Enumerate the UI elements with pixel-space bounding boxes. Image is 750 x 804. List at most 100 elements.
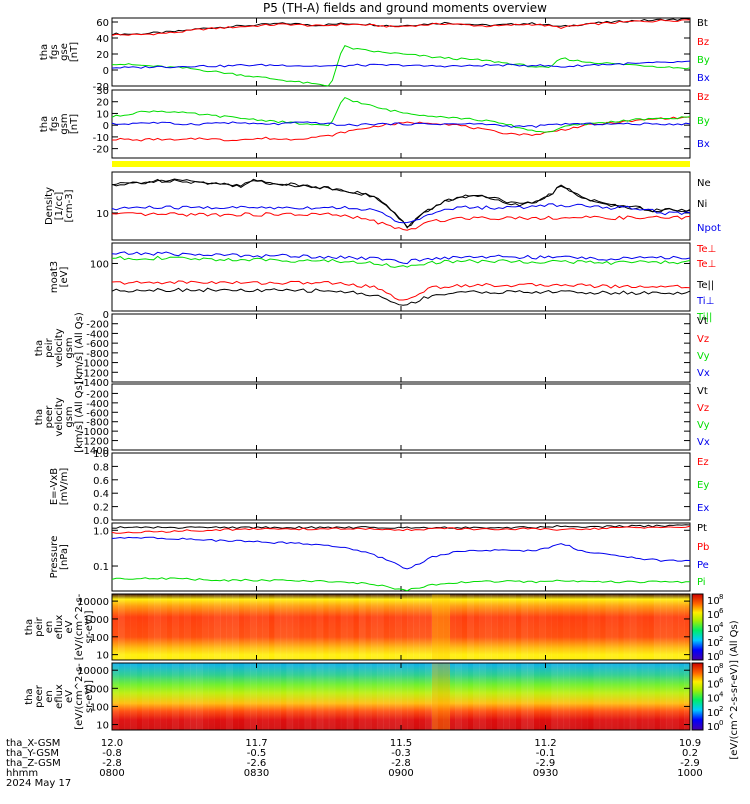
y-tick-label: 10 <box>96 721 109 732</box>
colorbar-tick-exponent: 0 <box>719 719 723 727</box>
heatmap-column <box>497 663 504 730</box>
y-tick-label: 0.8 <box>93 462 109 473</box>
y-axis-label: [eV/(cm^2-s- <box>74 663 85 730</box>
heatmap-column <box>683 663 691 730</box>
heatmap-column <box>671 594 679 660</box>
heatmap-column <box>292 594 300 660</box>
heatmap-column <box>431 663 438 730</box>
heatmap-column <box>340 594 348 660</box>
heatmap-column <box>665 663 673 730</box>
colorbar-strip <box>691 662 704 731</box>
y-axis-label: Pressure <box>49 536 60 579</box>
colorbar-tick-exponent: 2 <box>719 705 723 713</box>
heatmap-column <box>599 663 607 730</box>
heatmap-column <box>641 594 649 660</box>
panel-peir-spectrogram: 10000 1000 100 10 tha peir en eflux eV [eV/(cm^2-… <box>24 593 691 662</box>
heatmap-column <box>280 594 288 660</box>
y-axis-label: en <box>44 690 55 703</box>
y-tick-label: -400 <box>86 329 109 340</box>
heatmap-column <box>148 594 155 660</box>
y-tick-label: 10 <box>96 651 109 662</box>
y-tick-label: -1400 <box>80 446 109 457</box>
heatmap-column <box>539 663 546 730</box>
y-tick-label: 0.1 <box>93 562 109 573</box>
heatmap-column <box>196 663 203 730</box>
heatmap-column <box>491 594 498 660</box>
series-line-Te|| <box>111 287 691 306</box>
heatmap-column <box>455 594 462 660</box>
heatmap-column <box>527 594 534 660</box>
heatmap-column <box>148 663 155 730</box>
heatmap-column <box>298 663 306 730</box>
heatmap-column <box>551 594 559 660</box>
legend-label: Ey <box>697 480 709 491</box>
y-axis-label: tha <box>34 409 45 425</box>
heatmap-column <box>473 663 480 730</box>
panel-frame <box>111 313 691 383</box>
y-tick-label: 100 <box>90 259 109 270</box>
x-axis-time-label: 0930 <box>533 768 558 779</box>
heatmap-column <box>322 663 330 730</box>
x-axis-row-label: tha_X-GSM <box>6 738 60 749</box>
heatmap-column <box>346 663 354 730</box>
x-axis-ygsm-label: -0.5 <box>247 748 267 759</box>
heatmap-column <box>635 594 643 660</box>
y-axis-label: sr-eV)] <box>84 610 95 643</box>
heatmap-column <box>611 663 619 730</box>
heatmap-column <box>653 663 661 730</box>
legend-label: Vy <box>697 420 710 431</box>
heatmap-column <box>130 594 137 660</box>
heatmap-column <box>575 663 583 730</box>
colorbar-tick-label: 10 <box>707 679 720 690</box>
heatmap-column <box>280 663 288 730</box>
y-axis-label: peer <box>34 684 45 708</box>
colorbar-tick-exponent: 4 <box>719 621 724 629</box>
x-axis-row-label: 2024 May 17 <box>6 778 71 789</box>
series-line-Ti|| <box>111 255 691 268</box>
heatmap-column <box>503 594 510 660</box>
heatmap-column <box>647 594 655 660</box>
x-axis-time-label: 0830 <box>244 768 269 779</box>
y-tick-label: 10000 <box>77 597 109 608</box>
heatmap-column <box>166 663 173 730</box>
y-tick-label: -1200 <box>80 368 109 379</box>
legend-label: By <box>697 116 710 127</box>
x-axis-zgsm-label: -2.6 <box>247 758 267 769</box>
heatmap-column <box>449 663 456 730</box>
heatmap-column <box>370 594 378 660</box>
y-tick-label: 1.0 <box>93 526 109 537</box>
series-line-Ti⊥ <box>111 251 691 265</box>
heatmap-column <box>244 663 251 730</box>
colorbar-tick-label: 10 <box>707 708 720 719</box>
heatmap-column <box>184 594 191 660</box>
x-axis-zgsm-label: -2.8 <box>391 758 411 769</box>
heatmap-column <box>551 663 559 730</box>
y-axis-label: tha <box>24 688 35 704</box>
heatmap-column <box>274 663 282 730</box>
y-tick-label: 100 <box>90 702 109 713</box>
heatmap-column <box>617 663 625 730</box>
panel-frame <box>111 383 691 451</box>
y-tick-label: 0.0 <box>93 516 109 527</box>
y-axis-label: sr-eV)] <box>84 680 95 713</box>
panel-frame <box>111 242 691 312</box>
heatmap-column <box>160 663 167 730</box>
heatmap-column <box>413 594 420 660</box>
heatmap-column <box>683 594 691 660</box>
legend-label: Bx <box>697 73 710 84</box>
colorbar-tick-label: 10 <box>707 722 720 733</box>
heatmap-column <box>256 663 264 730</box>
heatmap-column <box>376 663 384 730</box>
heatmap-column <box>382 594 390 660</box>
heatmap-column <box>178 663 185 730</box>
legend-label: Ex <box>697 503 709 514</box>
heatmap-column <box>334 594 342 660</box>
legend-label: Te⊥ <box>696 244 716 255</box>
heatmap-column <box>509 663 516 730</box>
heatmap-column <box>316 663 324 730</box>
x-axis-zgsm-label: -2.8 <box>102 758 122 769</box>
heatmap-column <box>617 594 625 660</box>
heatmap-column <box>563 663 571 730</box>
heatmap-column <box>461 663 468 730</box>
heatmap-column <box>202 594 209 660</box>
